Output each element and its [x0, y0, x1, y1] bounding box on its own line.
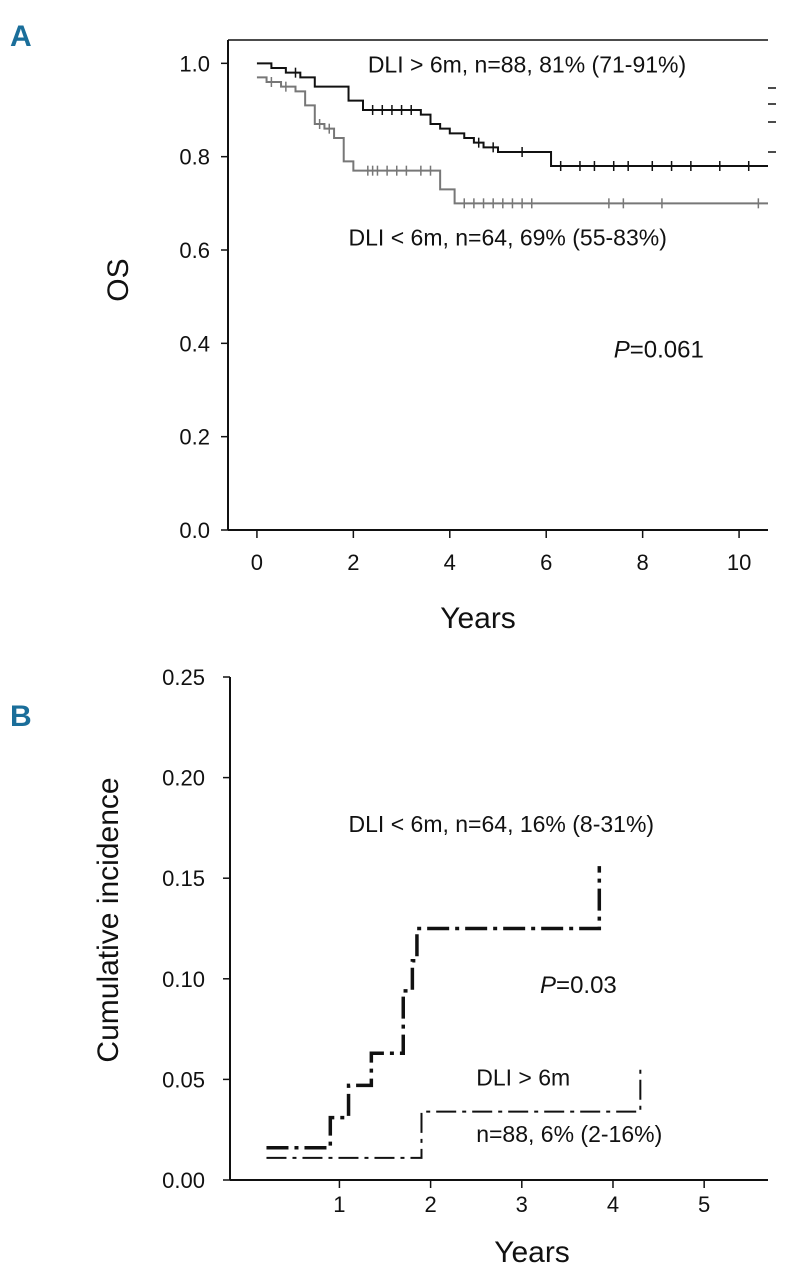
y-axis-title: Cumulative incidence: [92, 777, 125, 1062]
series-0: [256, 62, 768, 171]
annotation: DLI < 6m, n=64, 16% (8-31%): [349, 811, 655, 837]
p-value: P=0.061: [614, 336, 704, 363]
y-tick-label: 0.8: [179, 145, 210, 170]
annotation: DLI > 6m: [476, 1064, 570, 1090]
x-axis-title: Years: [494, 1236, 570, 1269]
y-tick-label: 0.00: [162, 1168, 205, 1193]
x-tick-label: 4: [444, 550, 456, 575]
y-tick-label: 0.0: [179, 518, 210, 543]
x-tick-label: 3: [516, 1192, 528, 1217]
x-tick-label: 6: [540, 550, 552, 575]
series-0: [266, 866, 602, 1150]
y-axis-title: OS: [102, 258, 135, 301]
x-tick-label: 8: [637, 550, 649, 575]
x-tick-label: 10: [727, 550, 751, 575]
panel-a-letter: A: [10, 20, 32, 53]
y-tick-label: 0.15: [162, 866, 205, 891]
annotation: DLI < 6m, n=64, 69% (55-83%): [349, 224, 667, 250]
y-tick-label: 0.4: [179, 331, 210, 356]
series-line: [256, 62, 768, 167]
x-tick-label: 4: [607, 1192, 619, 1217]
series-1: [256, 76, 768, 209]
x-axis-title: Years: [440, 602, 516, 635]
x-tick-label: 5: [698, 1192, 710, 1217]
p-value: P=0.03: [540, 972, 617, 999]
panel-a-chart: 0 2 4 6 8 10 0.0 0.2 0.4 0.6 0.8 1.0 Years OS DLI > 6m…: [102, 39, 776, 635]
axes: 0 2 4 6 8 10 0.0 0.2 0.4 0.6 0.8 1.0: [179, 39, 768, 575]
series-line: [266, 1065, 642, 1159]
x-tick-label: 2: [347, 550, 359, 575]
y-tick-label: 0.2: [179, 425, 210, 450]
y-tick-label: 1.0: [179, 51, 210, 76]
series-line: [256, 76, 768, 205]
y-tick-label: 0.6: [179, 238, 210, 263]
annotation: DLI > 6m, n=88, 81% (71-91%): [368, 52, 686, 78]
axes: 1 2 3 4 5 0.00 0.05 0.10 0.15 0.20 0.25: [162, 665, 768, 1217]
y-tick-label: 0.10: [162, 967, 205, 992]
x-tick-label: 1: [333, 1192, 345, 1217]
y-tick-label: 0.20: [162, 766, 205, 791]
panel-b-letter: B: [10, 700, 32, 733]
y-tick-label: 0.25: [162, 665, 205, 690]
x-tick-label: 2: [424, 1192, 436, 1217]
series-line: [266, 866, 602, 1150]
x-tick-label: 0: [251, 550, 263, 575]
annotation: n=88, 6% (2-16%): [476, 1121, 662, 1147]
panel-b-chart: 1 2 3 4 5 0.00 0.05 0.10 0.15 0.20 0.25 Years Cumula…: [92, 665, 768, 1269]
series-1: [266, 1065, 642, 1159]
y-tick-label: 0.05: [162, 1067, 205, 1092]
